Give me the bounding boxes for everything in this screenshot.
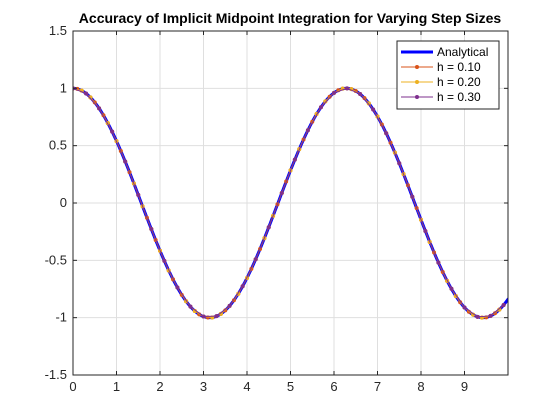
series-point — [192, 309, 197, 314]
chart-title: Accuracy of Implicit Midpoint Integratio… — [79, 10, 502, 26]
series-point — [318, 105, 323, 110]
series-layer — [73, 86, 508, 320]
series-point — [366, 101, 371, 106]
y-tick-label: 0.5 — [49, 138, 67, 153]
x-tick-label: 4 — [243, 379, 250, 394]
series-point — [123, 159, 128, 164]
series-point — [397, 161, 402, 166]
series-point — [358, 91, 363, 96]
x-tick-label: 8 — [417, 379, 424, 394]
x-tick-label: 0 — [69, 379, 76, 394]
y-tick-label: 0 — [60, 195, 67, 210]
series-point — [305, 128, 310, 133]
x-tick-label: 5 — [287, 379, 294, 394]
series-point — [214, 314, 219, 319]
series-point — [188, 304, 193, 309]
x-tick-label: 2 — [156, 379, 163, 394]
series-point — [501, 302, 506, 307]
series-point — [488, 313, 493, 318]
tick-labels: 0 1 2 3 4 5 6 7 8 9 -1.5 -1 -0.5 0 0.5 1 1.5 — [45, 23, 469, 394]
series-point — [266, 225, 271, 230]
legend-entry: h = 0.20 — [401, 75, 481, 89]
series-point — [149, 227, 154, 232]
x-tick-label: 6 — [330, 379, 337, 394]
series-point — [175, 285, 180, 290]
grid — [73, 31, 508, 375]
series-point — [436, 260, 441, 265]
series-3 — [73, 86, 506, 319]
series-point — [97, 106, 102, 111]
series-point — [201, 314, 206, 319]
series-point — [218, 311, 223, 316]
legend-label: h = 0.30 — [437, 90, 481, 104]
legend-marker — [415, 65, 419, 69]
series-point — [292, 157, 297, 162]
series-point — [471, 312, 476, 317]
series-point — [240, 284, 245, 289]
legend-marker — [415, 95, 419, 99]
series-point — [449, 286, 454, 291]
y-tick-label: -1 — [55, 310, 67, 325]
series-point — [345, 86, 350, 91]
legend-marker — [415, 80, 419, 84]
x-tick-label: 7 — [374, 379, 381, 394]
legend-entry: Analytical — [401, 45, 488, 59]
axis-ticks — [72, 30, 508, 376]
series-point — [84, 91, 89, 96]
series-point — [279, 191, 284, 196]
series-point — [88, 95, 93, 100]
series-point — [423, 228, 428, 233]
y-tick-label: -0.5 — [45, 252, 67, 267]
legend-entry: h = 0.30 — [401, 90, 481, 104]
series-point — [462, 305, 467, 310]
x-tick-label: 3 — [200, 379, 207, 394]
series-point — [384, 131, 389, 136]
series-point — [323, 99, 328, 104]
series-line-3 — [73, 87, 504, 318]
y-tick-label: 1.5 — [49, 23, 67, 38]
series-point — [475, 314, 480, 319]
series-point — [227, 303, 232, 308]
series-point — [371, 107, 376, 112]
legend-label: Analytical — [437, 45, 488, 59]
series-point — [332, 90, 336, 95]
legend-entry: h = 0.10 — [401, 60, 481, 74]
x-tick-label: 9 — [461, 379, 468, 394]
series-point — [162, 258, 167, 263]
y-tick-label: -1.5 — [45, 367, 67, 382]
series-point — [136, 192, 141, 197]
series-point — [410, 194, 415, 199]
x-tick-label: 1 — [113, 379, 120, 394]
series-point — [497, 307, 502, 312]
series-point — [253, 257, 258, 262]
legend-label: h = 0.10 — [437, 60, 481, 74]
y-tick-label: 1 — [60, 80, 67, 95]
legend-label: h = 0.20 — [437, 75, 481, 89]
series-point — [110, 129, 115, 134]
